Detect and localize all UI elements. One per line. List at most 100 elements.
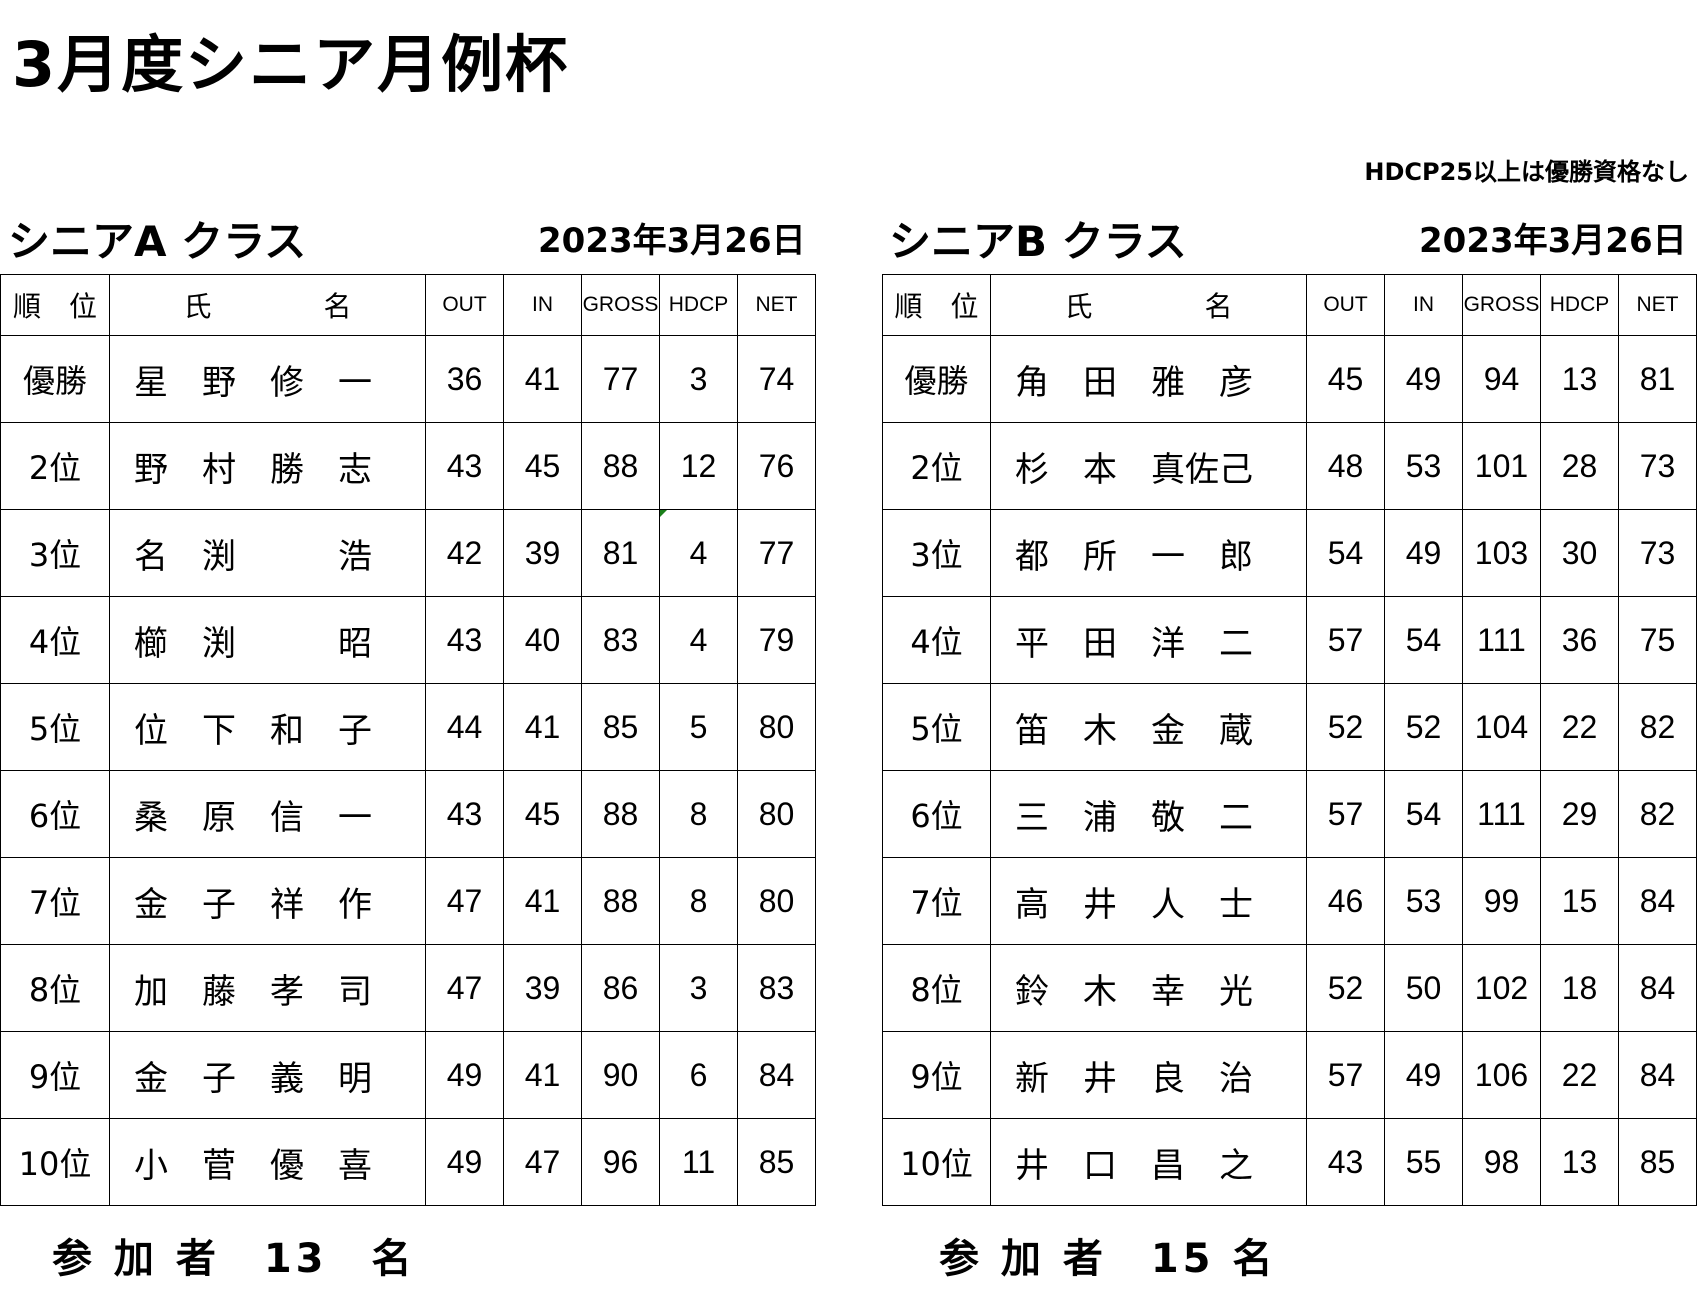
gross-value: 104	[1474, 708, 1529, 745]
net-value: 84	[1639, 1056, 1676, 1093]
name-value: 角 田 雅 彦	[1015, 362, 1253, 403]
gross-value: 86	[602, 969, 639, 1006]
rank-cell: 5位	[0, 683, 110, 771]
net-value: 76	[758, 447, 795, 484]
name-cell: 高 井 人 士	[990, 857, 1307, 945]
class-b-date: 2023年3月26日	[1419, 221, 1687, 261]
hdcp-cell: 3	[659, 335, 738, 423]
hdcp-value: 18	[1561, 969, 1598, 1006]
out-value: 52	[1327, 708, 1364, 745]
in-cell: 47	[503, 1118, 582, 1206]
column-header-name: 氏 名	[109, 274, 426, 336]
name-value: 都 所 一 郎	[1015, 536, 1253, 577]
hdcp-cell: 5	[659, 683, 738, 771]
rank-value: 3位	[28, 536, 82, 574]
out-cell: 57	[1306, 596, 1385, 684]
net-value: 84	[1639, 969, 1676, 1006]
rank-value: 10位	[18, 1145, 92, 1183]
hdcp-value: 8	[689, 882, 708, 919]
column-header-out: OUT	[1306, 274, 1385, 336]
hdcp-value: 36	[1561, 621, 1598, 658]
gross-value: 94	[1483, 360, 1520, 397]
out-cell: 48	[1306, 422, 1385, 510]
hdcp-cell: 29	[1540, 770, 1619, 858]
out-cell: 47	[425, 944, 504, 1032]
rank-cell: 4位	[882, 596, 991, 684]
name-value: 桑 原 信 一	[134, 797, 372, 838]
net-value: 73	[1639, 447, 1676, 484]
out-value: 47	[446, 969, 483, 1006]
rank-cell: 10位	[0, 1118, 110, 1206]
net-value: 82	[1639, 708, 1676, 745]
out-cell: 43	[425, 770, 504, 858]
gross-value: 90	[602, 1056, 639, 1093]
name-cell: 櫛 渕 昭	[109, 596, 426, 684]
class-a-title: シニアA クラス	[8, 217, 307, 266]
name-value: 金 子 祥 作	[134, 884, 372, 925]
rank-cell: 5位	[882, 683, 991, 771]
gross-value: 102	[1474, 969, 1529, 1006]
name-cell: 名 渕 浩	[109, 509, 426, 597]
hdcp-cell: 4	[659, 596, 738, 684]
table-row: 10位 小 菅 優 喜 49 47 96 11 85	[0, 1118, 816, 1206]
gross-cell: 102	[1462, 944, 1541, 1032]
net-cell: 80	[737, 683, 816, 771]
out-value: 36	[446, 360, 483, 397]
in-value: 47	[524, 1143, 561, 1180]
hdcp-value: 3	[689, 969, 708, 1006]
rank-value: 2位	[910, 449, 963, 487]
hdcp-cell: 12	[659, 422, 738, 510]
out-value: 57	[1327, 795, 1364, 832]
name-value: 井 口 昌 之	[1015, 1145, 1253, 1186]
net-cell: 75	[1618, 596, 1697, 684]
name-value: 櫛 渕 昭	[134, 623, 372, 664]
in-value: 55	[1405, 1143, 1442, 1180]
in-cell: 55	[1384, 1118, 1463, 1206]
column-header-rank: 順 位	[882, 274, 991, 336]
class-a-date: 2023年3月26日	[538, 221, 806, 261]
rank-cell: 9位	[882, 1031, 991, 1119]
column-header-rank: 順 位	[0, 274, 110, 336]
gross-cell: 88	[581, 857, 660, 945]
hdcp-cell: 22	[1540, 1031, 1619, 1119]
net-cell: 83	[737, 944, 816, 1032]
in-cell: 41	[503, 857, 582, 945]
net-value: 80	[758, 795, 795, 832]
out-value: 43	[1327, 1143, 1364, 1180]
rank-value: 6位	[28, 797, 82, 835]
name-cell: 新 井 良 治	[990, 1031, 1307, 1119]
out-value: 49	[446, 1143, 483, 1180]
in-cell: 49	[1384, 1031, 1463, 1119]
hdcp-cell: 13	[1540, 335, 1619, 423]
name-value: 星 野 修 一	[134, 362, 372, 403]
net-cell: 85	[737, 1118, 816, 1206]
gross-value: 88	[602, 447, 639, 484]
name-value: 位 下 和 子	[134, 710, 372, 751]
rank-value: 10位	[900, 1145, 973, 1183]
out-value: 46	[1327, 882, 1364, 919]
in-cell: 53	[1384, 422, 1463, 510]
column-header-in: IN	[503, 274, 582, 336]
rank-value: 4位	[28, 623, 82, 661]
in-cell: 54	[1384, 770, 1463, 858]
out-cell: 42	[425, 509, 504, 597]
gross-cell: 86	[581, 944, 660, 1032]
table-row: 4位 櫛 渕 昭 43 40 83 4 79	[0, 596, 816, 684]
net-value: 77	[758, 534, 795, 571]
net-cell: 82	[1618, 770, 1697, 858]
rank-value: 9位	[910, 1058, 963, 1096]
header-row: 順 位氏 名 OUT IN GROSS HDCP NET	[0, 274, 816, 336]
table-row: 優勝 星 野 修 一 36 41 77 3 74	[0, 335, 816, 423]
hdcp-cell: 28	[1540, 422, 1619, 510]
hdcp-value: 6	[689, 1056, 708, 1093]
class-b-participants: 参 加 者 15 名	[939, 1236, 1277, 1282]
table-row: 7位金 子 祥 作 47 41 88 8 80	[0, 857, 816, 945]
net-cell: 76	[737, 422, 816, 510]
gross-cell: 83	[581, 596, 660, 684]
net-cell: 79	[737, 596, 816, 684]
rank-value: 3位	[910, 536, 963, 574]
in-value: 41	[524, 360, 561, 397]
rank-value: 5位	[910, 710, 963, 748]
net-value: 83	[758, 969, 795, 1006]
class-b-title: シニアB クラス	[889, 217, 1187, 266]
